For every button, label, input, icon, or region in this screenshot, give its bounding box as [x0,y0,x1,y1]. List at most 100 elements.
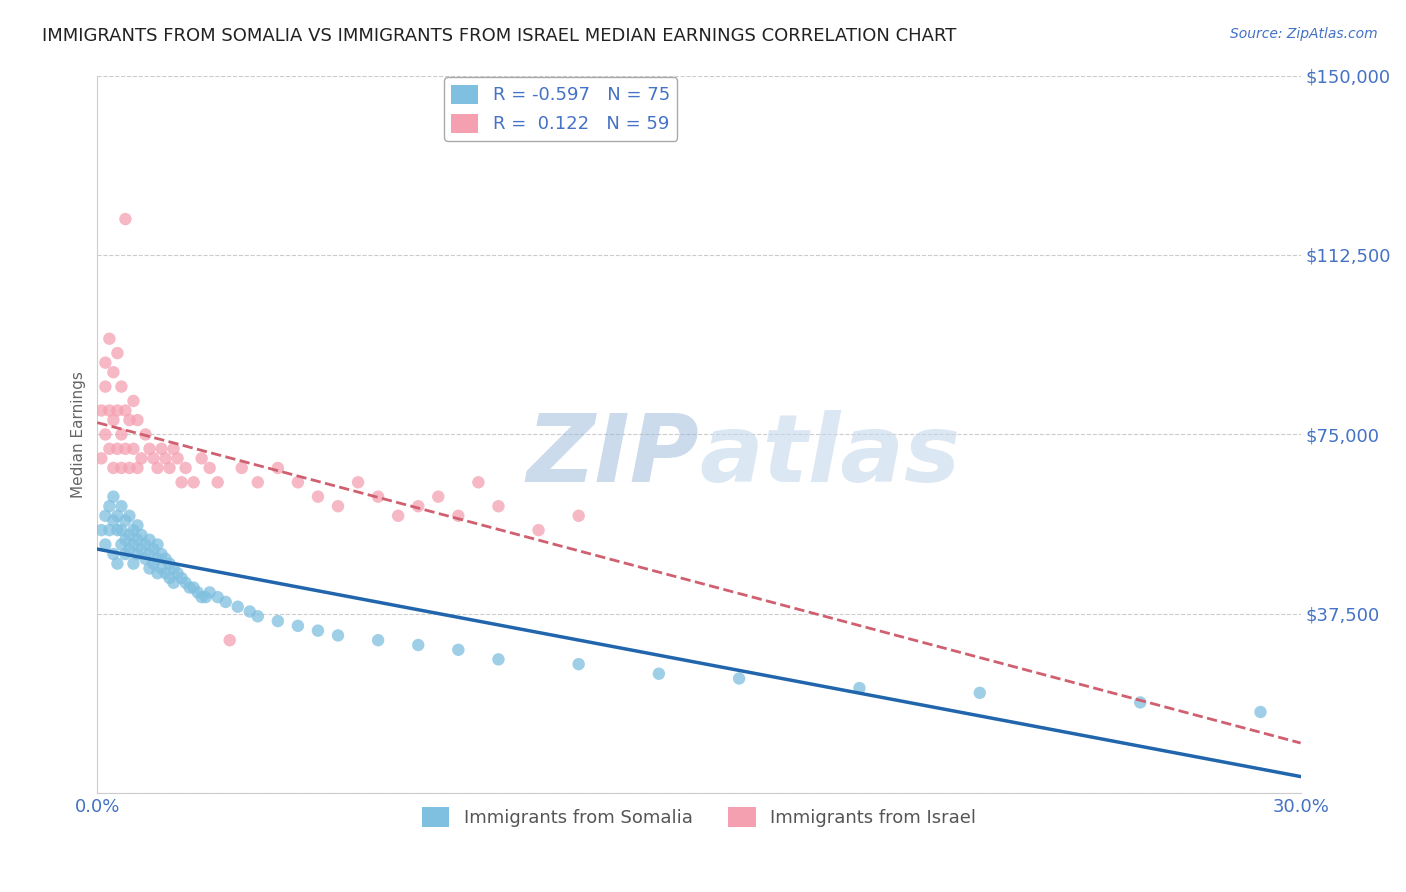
Point [90,523,112,537]
Point [134,537,156,551]
Point [98,332,121,346]
Point [207,590,229,604]
Point [142,542,165,557]
Point [326,628,349,642]
Point [122,393,145,408]
Point [118,461,141,475]
Point [110,500,132,514]
Point [138,533,160,547]
Point [179,581,201,595]
Point [107,403,129,417]
Point [127,413,149,427]
Point [155,552,177,566]
Point [110,427,132,442]
Point [467,475,489,490]
Point [98,500,121,514]
Point [107,557,129,571]
Point [90,403,112,417]
Point [114,212,136,227]
Point [114,403,136,417]
Point [215,595,238,609]
Point [447,642,470,657]
Point [406,500,429,514]
Point [138,561,160,575]
Point [166,566,188,581]
Point [166,451,188,466]
Text: Source: ZipAtlas.com: Source: ZipAtlas.com [1230,27,1378,41]
Point [94,508,117,523]
Point [190,590,212,604]
Point [110,461,132,475]
Point [427,490,450,504]
Point [198,461,221,475]
Point [287,619,309,633]
Point [648,666,671,681]
Point [134,552,156,566]
Point [114,547,136,561]
Point [150,561,173,575]
Y-axis label: Median Earnings: Median Earnings [72,371,86,498]
Point [170,475,193,490]
Point [174,461,197,475]
Point [155,566,177,581]
Point [98,442,121,456]
Point [326,500,349,514]
Point [198,585,221,599]
Point [1129,695,1152,709]
Point [150,547,173,561]
Point [488,500,510,514]
Point [488,652,510,666]
Point [103,514,125,528]
Point [187,585,209,599]
Point [94,427,117,442]
Text: IMMIGRANTS FROM SOMALIA VS IMMIGRANTS FROM ISRAEL MEDIAN EARNINGS CORRELATION CH: IMMIGRANTS FROM SOMALIA VS IMMIGRANTS FR… [42,27,956,45]
Point [110,537,132,551]
Text: atlas: atlas [699,410,960,502]
Point [239,605,262,619]
Point [114,442,136,456]
Point [307,624,329,638]
Point [94,356,117,370]
Point [134,427,156,442]
Point [122,442,145,456]
Point [159,571,181,585]
Point [103,365,125,379]
Point [131,451,153,466]
Point [155,451,177,466]
Point [138,547,160,561]
Point [118,528,141,542]
Point [118,542,141,557]
Point [94,537,117,551]
Point [246,475,269,490]
Point [98,523,121,537]
Point [107,508,129,523]
Point [103,547,125,561]
Point [142,451,165,466]
Point [162,442,184,456]
Point [118,413,141,427]
Point [110,379,132,393]
Point [406,638,429,652]
Point [107,523,129,537]
Point [90,451,112,466]
Point [131,528,153,542]
Point [190,451,212,466]
Point [183,581,205,595]
Point [127,461,149,475]
Point [110,523,132,537]
Point [287,475,309,490]
Point [127,547,149,561]
Point [447,508,470,523]
Point [174,575,197,590]
Point [267,461,290,475]
Point [367,490,389,504]
Point [568,657,591,672]
Point [142,557,165,571]
Point [728,672,751,686]
Point [118,508,141,523]
Point [347,475,370,490]
Point [162,561,184,575]
Point [159,557,181,571]
Point [122,557,145,571]
Point [103,461,125,475]
